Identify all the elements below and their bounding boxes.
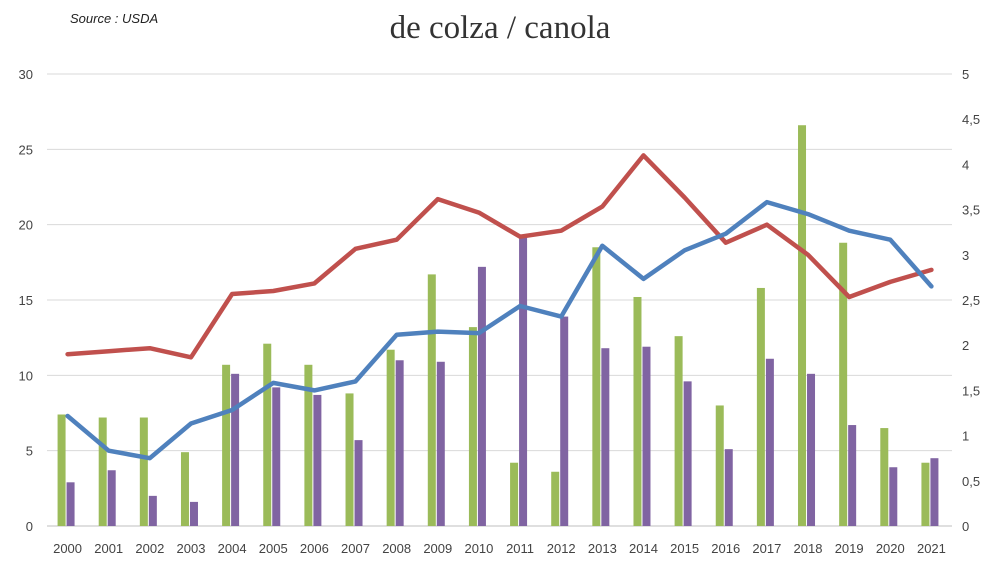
source-note: Source : USDA (70, 11, 159, 26)
bar (386, 349, 395, 526)
bar (765, 358, 774, 526)
bar (395, 360, 404, 526)
bar (601, 348, 610, 526)
x-tick-label: 2015 (670, 541, 699, 556)
bar (642, 346, 651, 526)
y-left-tick-label: 20 (19, 218, 33, 233)
bar (354, 440, 363, 526)
x-tick-label: 2011 (506, 541, 534, 556)
x-tick-label: 2003 (177, 541, 206, 556)
bar (674, 336, 683, 526)
bar (889, 467, 898, 526)
y-right-tick-label: 1 (962, 429, 969, 444)
bar (107, 470, 116, 526)
bar (304, 364, 313, 526)
bar (848, 425, 857, 526)
bar (880, 428, 889, 526)
y-right-tick-label: 2 (962, 338, 969, 353)
bar (510, 462, 519, 526)
bar (715, 405, 724, 526)
chart-title: de colza / canola (389, 10, 611, 46)
y-right-tick-label: 2,5 (962, 293, 980, 308)
y-right-tick-label: 5 (962, 67, 969, 82)
bar (468, 327, 477, 526)
x-tick-label: 2002 (135, 541, 164, 556)
y-right-tick-label: 0 (962, 519, 969, 534)
bar (180, 452, 189, 526)
y-right-tick-label: 3 (962, 248, 969, 263)
y-right-tick-label: 1,5 (962, 383, 980, 398)
x-tick-label: 2012 (547, 541, 576, 556)
bar (436, 361, 445, 526)
bar (724, 449, 733, 526)
x-tick-label: 2004 (218, 541, 247, 556)
x-tick-label: 2013 (588, 541, 617, 556)
x-tick-label: 2010 (464, 541, 493, 556)
bar (930, 458, 939, 526)
bar (222, 364, 231, 526)
bar (148, 495, 157, 526)
bar (560, 316, 569, 526)
y-right-tick-label: 4 (962, 157, 969, 172)
bar (263, 343, 272, 526)
bar (756, 287, 765, 526)
bar (807, 373, 816, 526)
bar (551, 471, 560, 526)
x-tick-label: 2008 (382, 541, 411, 556)
bar (57, 414, 66, 526)
bar (189, 501, 198, 526)
x-tick-label: 2007 (341, 541, 370, 556)
bar (313, 394, 322, 526)
bar (66, 482, 75, 526)
bar (519, 236, 528, 526)
y-left-tick-label: 30 (19, 67, 33, 82)
x-tick-label: 2017 (752, 541, 781, 556)
x-tick-label: 2020 (876, 541, 905, 556)
bar (592, 247, 601, 526)
bar (231, 373, 240, 526)
bar (633, 296, 642, 526)
bar (477, 266, 486, 526)
bar (139, 417, 148, 526)
series-line (65, 153, 934, 360)
bar (427, 274, 436, 526)
x-tick-label: 2016 (711, 541, 740, 556)
x-tick-label: 2001 (94, 541, 123, 556)
x-tick-label: 2018 (794, 541, 823, 556)
bar (345, 393, 354, 526)
x-tick-label: 2009 (423, 541, 452, 556)
x-tick-label: 2019 (835, 541, 864, 556)
y-left-tick-label: 15 (19, 293, 33, 308)
series-line (65, 199, 934, 461)
bar (98, 417, 107, 526)
bar (798, 125, 807, 526)
x-tick-label: 2006 (300, 541, 329, 556)
x-tick-label: 2021 (917, 541, 946, 556)
y-right-tick-label: 4,5 (962, 112, 980, 127)
x-tick-label: 2000 (53, 541, 82, 556)
bar (839, 242, 848, 526)
y-right-tick-label: 0,5 (962, 474, 980, 489)
bar (683, 381, 692, 526)
x-tick-label: 2014 (629, 541, 658, 556)
y-left-tick-label: 5 (26, 444, 33, 459)
y-left-tick-label: 10 (19, 368, 33, 383)
bar (921, 462, 930, 526)
x-tick-label: 2005 (259, 541, 288, 556)
y-right-tick-label: 3,5 (962, 203, 980, 218)
y-left-tick-label: 0 (26, 519, 33, 534)
y-left-tick-label: 25 (19, 142, 33, 157)
bar (272, 387, 281, 526)
